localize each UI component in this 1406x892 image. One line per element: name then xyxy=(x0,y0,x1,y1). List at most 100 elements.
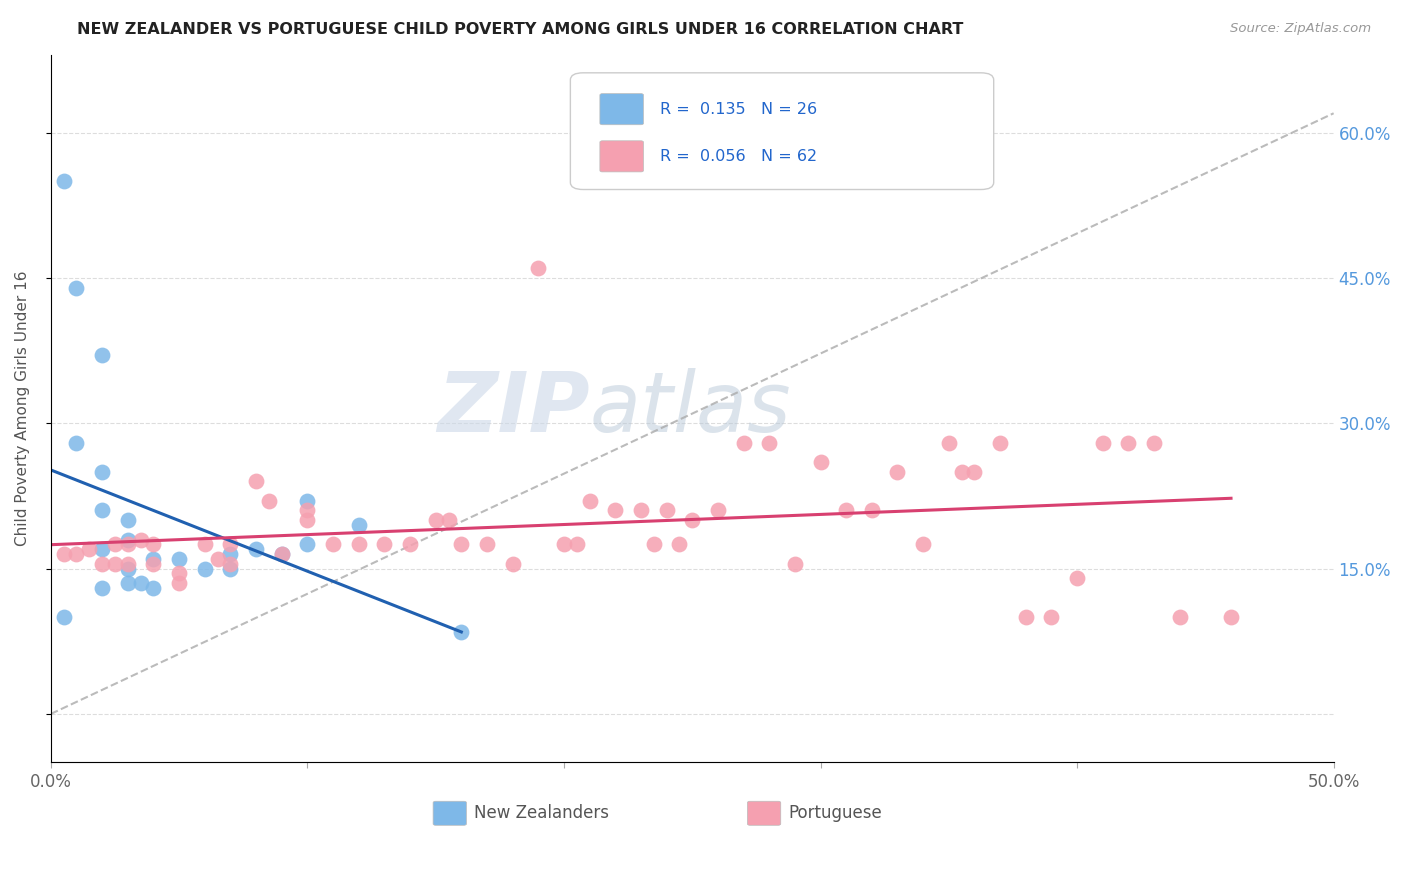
Point xyxy=(733,435,755,450)
Point xyxy=(347,537,370,551)
Point xyxy=(373,537,395,551)
Point xyxy=(52,547,75,561)
Point xyxy=(1091,435,1114,450)
Point xyxy=(1040,610,1063,624)
Text: R =  0.135   N = 26: R = 0.135 N = 26 xyxy=(661,102,817,117)
Point xyxy=(129,576,152,591)
Text: NEW ZEALANDER VS PORTUGUESE CHILD POVERTY AMONG GIRLS UNDER 16 CORRELATION CHART: NEW ZEALANDER VS PORTUGUESE CHILD POVERT… xyxy=(77,22,963,37)
Point xyxy=(912,537,935,551)
Point xyxy=(810,455,832,469)
Point xyxy=(142,557,165,571)
Point xyxy=(758,435,780,450)
Point xyxy=(142,552,165,566)
Point xyxy=(142,537,165,551)
Point xyxy=(219,537,242,551)
FancyBboxPatch shape xyxy=(600,141,644,172)
Point xyxy=(117,537,139,551)
Point xyxy=(167,552,190,566)
Point xyxy=(270,547,292,561)
Point xyxy=(630,503,652,517)
Point xyxy=(425,513,447,527)
Point xyxy=(347,518,370,533)
Point xyxy=(194,561,217,575)
Point xyxy=(167,576,190,591)
Point xyxy=(117,561,139,575)
Text: Source: ZipAtlas.com: Source: ZipAtlas.com xyxy=(1230,22,1371,36)
Point xyxy=(475,537,498,551)
Point xyxy=(167,566,190,581)
Text: New Zealanders: New Zealanders xyxy=(474,805,609,822)
Point xyxy=(117,533,139,547)
Point xyxy=(886,465,908,479)
Text: Portuguese: Portuguese xyxy=(789,805,882,822)
FancyBboxPatch shape xyxy=(433,801,467,825)
Point xyxy=(104,537,127,551)
Point xyxy=(270,547,292,561)
Point xyxy=(450,624,472,639)
Text: ZIP: ZIP xyxy=(437,368,589,450)
Point xyxy=(681,513,703,527)
Point xyxy=(257,493,280,508)
Text: atlas: atlas xyxy=(589,368,792,450)
FancyBboxPatch shape xyxy=(748,801,780,825)
Point xyxy=(117,557,139,571)
Point xyxy=(1066,571,1088,585)
Point xyxy=(835,503,858,517)
Point xyxy=(668,537,690,551)
Point xyxy=(129,533,152,547)
Point xyxy=(207,552,229,566)
Point xyxy=(643,537,665,551)
Point xyxy=(860,503,883,517)
FancyBboxPatch shape xyxy=(571,73,994,189)
Point xyxy=(297,493,319,508)
Point xyxy=(91,349,114,363)
Point xyxy=(245,542,267,557)
FancyBboxPatch shape xyxy=(600,94,644,125)
Point xyxy=(91,465,114,479)
Point xyxy=(963,465,986,479)
Point xyxy=(783,557,806,571)
Point xyxy=(297,503,319,517)
Point xyxy=(91,557,114,571)
Point xyxy=(65,547,87,561)
Point xyxy=(553,537,575,551)
Point xyxy=(707,503,730,517)
Point xyxy=(91,581,114,595)
Point xyxy=(104,557,127,571)
Point xyxy=(322,537,344,551)
Point xyxy=(79,542,101,557)
Point xyxy=(988,435,1011,450)
Point xyxy=(1168,610,1191,624)
Point xyxy=(1220,610,1243,624)
Point xyxy=(527,261,550,276)
Point xyxy=(219,557,242,571)
Point xyxy=(950,465,973,479)
Point xyxy=(1015,610,1038,624)
Point xyxy=(605,503,627,517)
Point xyxy=(91,503,114,517)
Point xyxy=(219,561,242,575)
Point xyxy=(1143,435,1166,450)
Point xyxy=(142,581,165,595)
Point xyxy=(297,513,319,527)
Point xyxy=(655,503,678,517)
Point xyxy=(437,513,460,527)
Point xyxy=(1118,435,1140,450)
Y-axis label: Child Poverty Among Girls Under 16: Child Poverty Among Girls Under 16 xyxy=(15,271,30,547)
Point xyxy=(91,542,114,557)
Point xyxy=(194,537,217,551)
Point xyxy=(938,435,960,450)
Point xyxy=(65,435,87,450)
Point xyxy=(450,537,472,551)
Point xyxy=(502,557,524,571)
Point xyxy=(117,513,139,527)
Point xyxy=(245,475,267,489)
Point xyxy=(52,174,75,188)
Point xyxy=(117,576,139,591)
Point xyxy=(565,537,588,551)
Point xyxy=(52,610,75,624)
Point xyxy=(297,537,319,551)
Point xyxy=(399,537,422,551)
Point xyxy=(219,547,242,561)
Point xyxy=(65,280,87,294)
